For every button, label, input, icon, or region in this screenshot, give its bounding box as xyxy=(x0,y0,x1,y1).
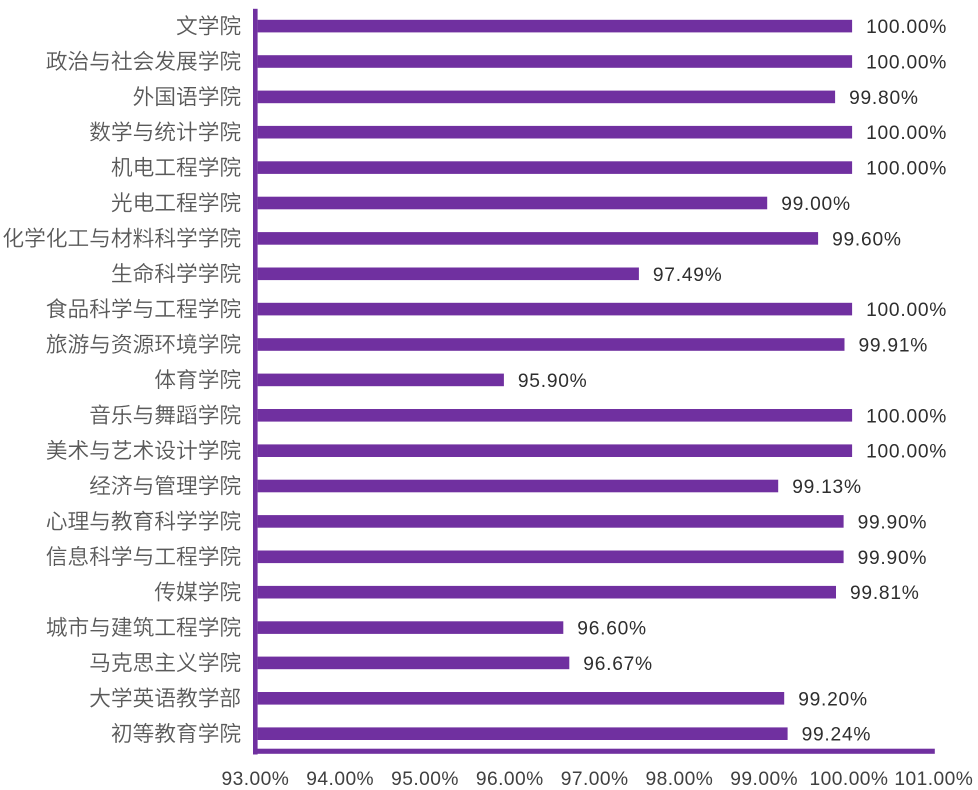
svg-text:99.90%: 99.90% xyxy=(858,548,928,569)
svg-text:97.00%: 97.00% xyxy=(561,769,629,790)
svg-text:99.00%: 99.00% xyxy=(730,769,798,790)
svg-text:99.81%: 99.81% xyxy=(850,583,920,604)
svg-text:99.20%: 99.20% xyxy=(798,689,868,710)
svg-text:96.60%: 96.60% xyxy=(577,619,647,640)
svg-text:100.00%: 100.00% xyxy=(866,159,947,180)
svg-text:98.00%: 98.00% xyxy=(646,769,714,790)
svg-text:100.00%: 100.00% xyxy=(866,17,947,38)
svg-text:99.60%: 99.60% xyxy=(832,229,902,250)
svg-text:99.24%: 99.24% xyxy=(802,725,872,746)
svg-text:99.13%: 99.13% xyxy=(792,477,862,498)
svg-text:100.00%: 100.00% xyxy=(866,53,947,74)
svg-text:100.00%: 100.00% xyxy=(866,123,947,144)
svg-text:99.00%: 99.00% xyxy=(781,194,851,215)
svg-text:100.00%: 100.00% xyxy=(810,769,889,790)
svg-text:96.00%: 96.00% xyxy=(476,769,544,790)
svg-text:94.00%: 94.00% xyxy=(306,769,374,790)
svg-text:100.00%: 100.00% xyxy=(866,406,947,427)
svg-text:99.90%: 99.90% xyxy=(858,512,928,533)
svg-text:101.00%: 101.00% xyxy=(894,769,973,790)
svg-text:95.00%: 95.00% xyxy=(391,769,459,790)
svg-text:97.49%: 97.49% xyxy=(653,265,723,286)
svg-text:95.90%: 95.90% xyxy=(518,371,588,392)
svg-text:100.00%: 100.00% xyxy=(866,300,947,321)
svg-text:100.00%: 100.00% xyxy=(866,442,947,463)
svg-text:99.80%: 99.80% xyxy=(849,88,919,109)
svg-text:93.00%: 93.00% xyxy=(222,769,290,790)
svg-text:99.91%: 99.91% xyxy=(859,336,929,357)
svg-text:96.67%: 96.67% xyxy=(583,654,653,675)
